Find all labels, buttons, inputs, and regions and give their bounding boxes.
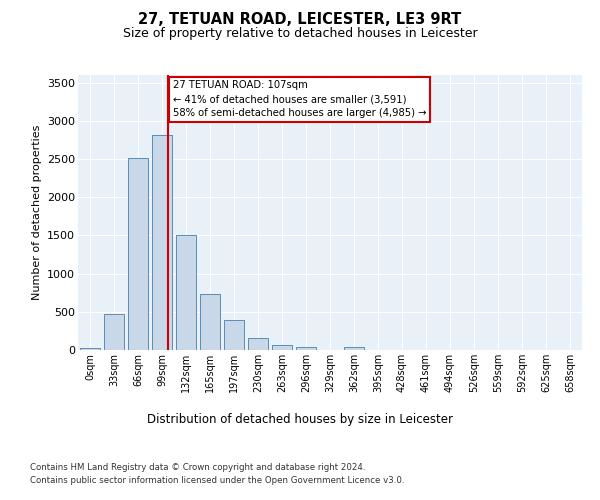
Text: 27, TETUAN ROAD, LEICESTER, LE3 9RT: 27, TETUAN ROAD, LEICESTER, LE3 9RT	[139, 12, 461, 28]
Bar	[128, 158, 148, 350]
Bar	[344, 347, 364, 350]
Bar	[152, 134, 172, 350]
Text: Contains public sector information licensed under the Open Government Licence v3: Contains public sector information licen…	[30, 476, 404, 485]
Text: Distribution of detached houses by size in Leicester: Distribution of detached houses by size …	[147, 412, 453, 426]
Bar	[176, 234, 196, 350]
Text: Contains HM Land Registry data © Crown copyright and database right 2024.: Contains HM Land Registry data © Crown c…	[30, 462, 365, 471]
Text: Size of property relative to detached houses in Leicester: Size of property relative to detached ho…	[122, 28, 478, 40]
Bar	[296, 347, 316, 350]
Bar	[272, 344, 292, 350]
Bar	[224, 320, 244, 350]
Bar	[80, 348, 100, 350]
Bar	[200, 294, 220, 350]
Text: 27 TETUAN ROAD: 107sqm
← 41% of detached houses are smaller (3,591)
58% of semi-: 27 TETUAN ROAD: 107sqm ← 41% of detached…	[173, 80, 426, 118]
Y-axis label: Number of detached properties: Number of detached properties	[32, 125, 41, 300]
Bar	[104, 314, 124, 350]
Bar	[248, 338, 268, 350]
